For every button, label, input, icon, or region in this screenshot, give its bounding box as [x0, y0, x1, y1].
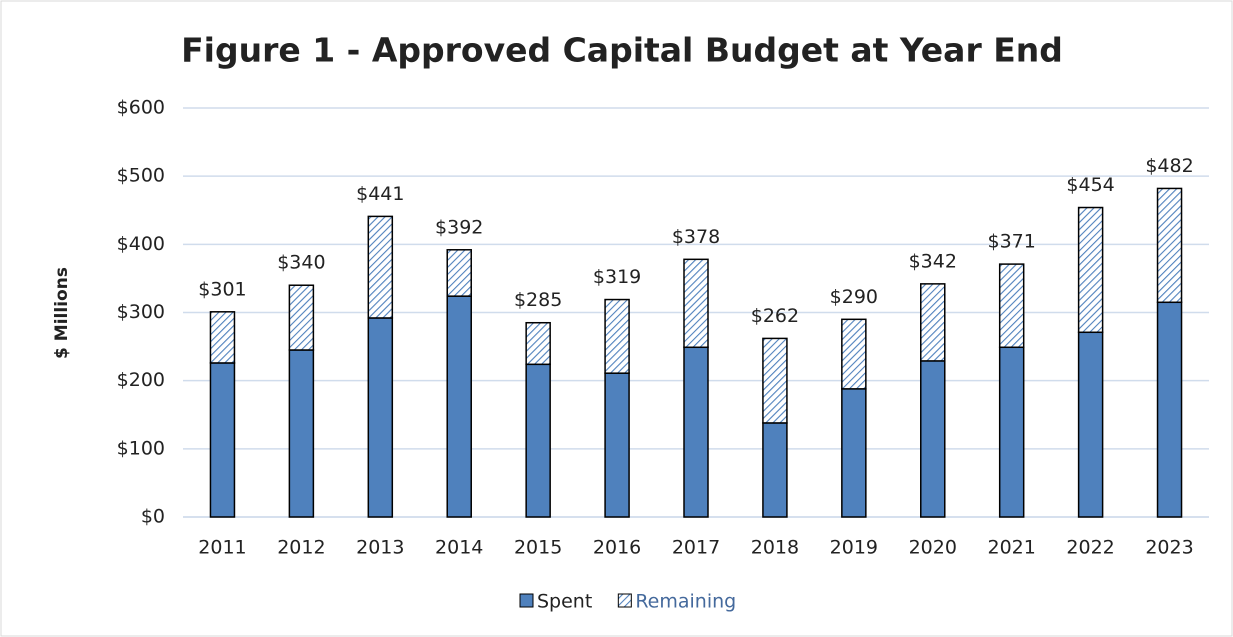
bar-segment [446, 249, 472, 297]
bar-segment [683, 346, 709, 518]
bar-segment [920, 283, 946, 362]
bar-segment [920, 360, 946, 518]
bar-segment [1156, 187, 1183, 304]
total-label: $392 [435, 216, 483, 238]
bar-segment [604, 298, 630, 374]
total-label: $454 [1066, 174, 1114, 196]
bar-segment [1077, 331, 1104, 518]
y-tick-label: $200 [117, 369, 165, 391]
total-label: $262 [751, 305, 799, 327]
y-axis-label: $ Millions [52, 267, 72, 359]
y-tick-label: $600 [117, 97, 165, 119]
bar-segment [998, 346, 1025, 518]
total-label: $441 [356, 183, 404, 205]
y-tick-label: $500 [117, 165, 165, 187]
x-tick-label: 2016 [593, 537, 641, 559]
legend-swatch [519, 593, 534, 608]
total-label: $378 [672, 226, 720, 248]
bar-segment [525, 321, 551, 366]
bar-segment [209, 311, 236, 364]
bar-segment [841, 388, 867, 518]
bar-segment [841, 318, 867, 390]
bar-segment [998, 263, 1025, 349]
x-tick-label: 2020 [909, 537, 957, 559]
x-tick-label: 2022 [1066, 537, 1114, 559]
y-tick-label: $300 [117, 301, 165, 323]
total-label: $342 [909, 250, 957, 272]
bar-segment [288, 284, 315, 351]
total-label: $340 [277, 252, 325, 274]
total-label: $482 [1145, 155, 1193, 177]
bar-segment [446, 295, 472, 518]
bar-segment [288, 349, 315, 518]
x-tick-label: 2019 [830, 537, 878, 559]
total-label: $301 [198, 278, 246, 300]
chart-title: Figure 1 - Approved Capital Budget at Ye… [181, 31, 1063, 70]
x-tick-label: 2015 [514, 537, 562, 559]
bar-segment [525, 363, 551, 518]
total-label: $371 [988, 231, 1036, 253]
x-tick-label: 2014 [435, 537, 483, 559]
x-tick-label: 2023 [1145, 537, 1193, 559]
bar-segment [604, 372, 630, 518]
y-tick-label: $400 [117, 233, 165, 255]
total-label: $319 [593, 266, 641, 288]
bar-segment [762, 422, 788, 518]
total-label: $290 [830, 286, 878, 308]
bar-segment [367, 317, 394, 518]
x-tick-label: 2018 [751, 537, 799, 559]
y-tick-label: $0 [141, 506, 165, 528]
x-tick-label: 2012 [277, 537, 325, 559]
bar-segment [367, 215, 394, 319]
bar-segment [762, 337, 788, 424]
x-tick-label: 2017 [672, 537, 720, 559]
bar-segment [1156, 301, 1183, 518]
bar-segment [209, 362, 236, 518]
x-tick-label: 2013 [356, 537, 404, 559]
legend-label: Remaining [635, 591, 736, 613]
y-tick-label: $100 [117, 437, 165, 459]
bar-segment [1077, 206, 1104, 334]
bar-segment [683, 258, 709, 349]
total-label: $285 [514, 289, 562, 311]
x-tick-label: 2021 [988, 537, 1036, 559]
x-tick-label: 2011 [198, 537, 246, 559]
legend-swatch [617, 593, 632, 608]
legend-label: Spent [537, 591, 592, 613]
